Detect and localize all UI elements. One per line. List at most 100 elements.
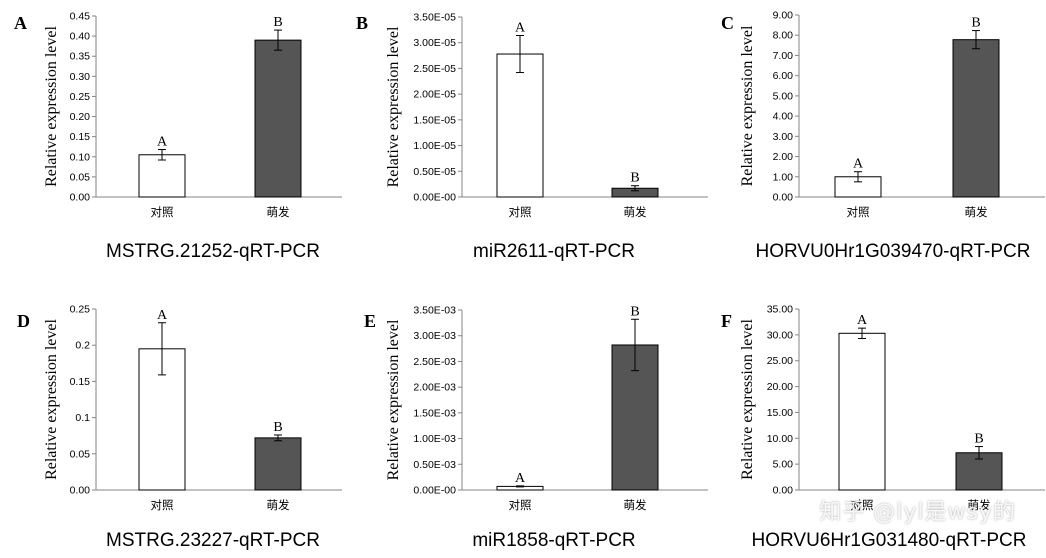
panel-d-sig-letter: B (273, 420, 282, 435)
panel-d-sig-letter: A (157, 308, 168, 323)
panel-f-tick-label: 15.00 (767, 407, 793, 419)
panel-b-tick-label: 2.50E-05 (413, 63, 456, 75)
panel-b-tick-label: 1.50E-05 (413, 114, 456, 126)
panel-d-tick-label: 0.1 (75, 412, 90, 424)
panel-e-tick-label: 3.50E-03 (413, 305, 456, 317)
panel-c-title: HORVU0Hr1G039470-qRT-PCR (756, 241, 1031, 262)
panel-a-tick-label: 0.35 (70, 51, 91, 63)
panel-b-sig-letter: B (630, 171, 639, 186)
panel-a-tick-label: 0.00 (70, 192, 91, 204)
panel-b-tick-label: 0.00E-00 (413, 192, 456, 204)
panel-f-bar-germination (955, 452, 1003, 491)
panel-f-tick-label: 10.00 (767, 433, 793, 445)
panel-b-tick-label: 1.00E-05 (413, 140, 456, 152)
panel-b-tick-label: 3.00E-05 (413, 37, 456, 49)
panel-f-tick-label: 5.00 (773, 459, 794, 471)
panel-a-sig-letter: B (273, 15, 282, 30)
panel-a-tick-label: 0.45 (70, 11, 91, 23)
panel-c-tick-label: 3.00 (773, 131, 794, 143)
panel-e-tick-label: 2.50E-03 (413, 356, 456, 368)
panel-e-tick-label: 3.00E-03 (413, 330, 456, 342)
panel-c-tick-label: 2.00 (773, 151, 794, 163)
panel-f-tick-label: 35.00 (767, 304, 793, 316)
panel-d-category-label: 萌发 (267, 498, 290, 512)
panel-e-tick-label: 2.00E-03 (413, 382, 456, 394)
panel-e-category-label: 萌发 (624, 498, 647, 512)
panel-b-bar-control (496, 53, 544, 198)
panel-b-ylabel: Relative expression level (385, 26, 402, 187)
panel-f-tick-label: 0.00 (773, 485, 794, 497)
panel-b-tick-label: 0.50E-05 (413, 166, 456, 178)
panel-f-tick-label: 20.00 (767, 381, 793, 393)
panel-c-tick-label: 8.00 (773, 30, 794, 42)
panel-c-ylabel: Relative expression level (739, 25, 756, 186)
panel-a-letter: A (14, 13, 27, 33)
panel-f-sig-letter: A (857, 313, 868, 328)
panel-d-tick-label: 0.05 (70, 448, 91, 460)
panel-a-category-label: 对照 (151, 205, 174, 219)
panel-f-tick-label: 30.00 (767, 329, 793, 341)
panel-d-title: MSTRG.23227-qRT-PCR (106, 530, 320, 551)
panel-f-sig-letter: B (974, 432, 983, 447)
panel-a-ylabel: Relative expression level (43, 26, 60, 187)
panel-a-tick-label: 0.15 (70, 131, 91, 143)
panel-a-tick-label: 0.20 (70, 111, 91, 123)
panel-c-tick-label: 7.00 (773, 50, 794, 62)
panel-b-title: miR2611-qRT-PCR (473, 241, 635, 262)
panel-a-sig-letter: A (157, 135, 168, 150)
panel-c-sig-letter: A (853, 157, 864, 172)
panel-e-sig-letter: B (630, 304, 639, 319)
panel-c-tick-label: 0.00 (773, 192, 794, 204)
panel-d-letter: D (17, 311, 30, 331)
panel-b-category-label: 萌发 (624, 205, 647, 219)
panel-a-tick-label: 0.30 (70, 71, 91, 83)
panel-e-letter: E (364, 311, 376, 331)
panel-c-tick-label: 4.00 (773, 111, 794, 123)
panel-f-ylabel: Relative expression level (739, 319, 756, 480)
panel-f-category-label: 对照 (851, 498, 874, 512)
panel-a-title: MSTRG.21252-qRT-PCR (106, 241, 320, 262)
panel-c-letter: C (721, 13, 734, 33)
panel-b-tick-label: 2.00E-05 (413, 89, 456, 101)
panel-c-category-label: 萌发 (965, 205, 988, 219)
panel-b-tick-label: 3.50E-05 (413, 12, 456, 24)
panel-a-category-label: 萌发 (267, 205, 290, 219)
panel-a-bar-control (138, 154, 186, 198)
panel-d-category-label: 对照 (151, 498, 174, 512)
panel-d-tick-label: 0.25 (70, 304, 91, 316)
panel-b-category-label: 对照 (509, 205, 532, 219)
panel-e-tick-label: 0.00E-00 (413, 485, 456, 497)
panel-c-bar-germination (952, 39, 1000, 198)
panel-c-sig-letter: B (971, 16, 980, 31)
panel-a-bar-germination (254, 39, 302, 198)
panel-e-category-label: 对照 (509, 498, 532, 512)
panel-e-tick-label: 0.50E-03 (413, 459, 456, 471)
panel-c-tick-label: 5.00 (773, 90, 794, 102)
panel-b-letter: B (356, 13, 368, 33)
panel-a-tick-label: 0.40 (70, 31, 91, 43)
panel-a-tick-label: 0.25 (70, 91, 91, 103)
panel-d-tick-label: 0.15 (70, 376, 91, 388)
panel-c-tick-label: 9.00 (773, 10, 794, 22)
panel-d-ylabel: Relative expression level (43, 319, 60, 480)
panel-d-bar-germination (254, 437, 302, 491)
panel-d-tick-label: 0.2 (75, 340, 90, 352)
panel-f-title: HORVU6Hr1G031480-qRT-PCR (752, 530, 1027, 551)
panel-e-tick-label: 1.00E-03 (413, 433, 456, 445)
panel-b-sig-letter: A (515, 21, 526, 36)
panel-e-sig-letter: A (515, 471, 526, 486)
panel-e-title: miR1858-qRT-PCR (472, 530, 635, 551)
panel-e-tick-label: 1.50E-03 (413, 407, 456, 419)
panel-e-ylabel: Relative expression level (385, 319, 402, 480)
panel-f-letter: F (721, 311, 732, 331)
panel-d-tick-label: 0.00 (70, 485, 91, 497)
panel-f-bar-control (838, 332, 886, 491)
panel-c-tick-label: 6.00 (773, 70, 794, 82)
panel-f-tick-label: 25.00 (767, 355, 793, 367)
panel-c-tick-label: 1.00 (773, 171, 794, 183)
panel-a-tick-label: 0.05 (70, 171, 91, 183)
panel-a-tick-label: 0.10 (70, 151, 91, 163)
panel-f-category-label: 萌发 (968, 498, 991, 512)
panel-c-category-label: 对照 (847, 205, 870, 219)
